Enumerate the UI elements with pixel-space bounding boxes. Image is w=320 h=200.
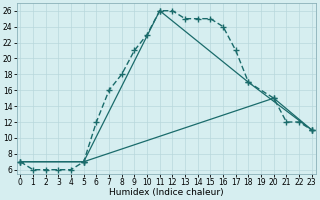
X-axis label: Humidex (Indice chaleur): Humidex (Indice chaleur) — [109, 188, 223, 197]
